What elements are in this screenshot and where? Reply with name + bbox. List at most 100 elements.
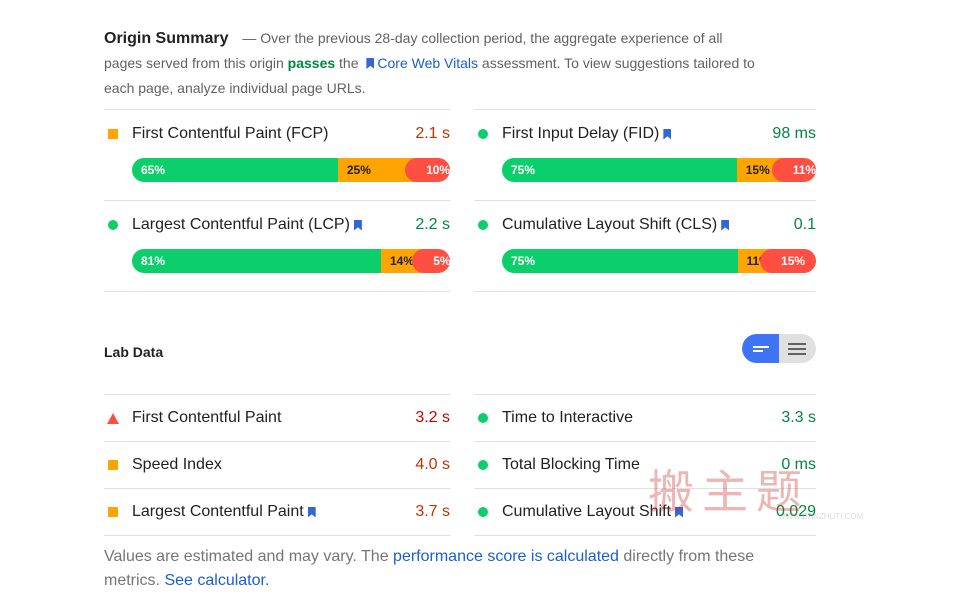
rating-icon bbox=[478, 220, 488, 230]
segment-label: 15% bbox=[745, 163, 770, 177]
metric-value: 0 ms bbox=[781, 456, 816, 473]
rating-icon bbox=[478, 129, 488, 139]
field-metric: First Input Delay (FID) 98 ms 75% 15% 11% bbox=[474, 109, 816, 200]
distribution-segment: 81% bbox=[132, 249, 381, 273]
toggle-descriptions[interactable] bbox=[779, 334, 816, 363]
metric-row: Cumulative Layout Shift (CLS) 0.1 bbox=[474, 214, 816, 236]
rating-icon bbox=[108, 220, 118, 230]
distribution-segment: 65% bbox=[132, 158, 338, 182]
metric-row: Cumulative Layout Shift 0.029 bbox=[474, 501, 816, 523]
distribution-segment: 75% bbox=[502, 158, 737, 182]
field-metric: First Contentful Paint (FCP) 2.1 s 65% 25% 1… bbox=[104, 109, 450, 200]
distribution-bar: 75% 11% 15% bbox=[502, 249, 816, 273]
metric-name: Largest Contentful Paint bbox=[132, 503, 304, 520]
metric-row: First Input Delay (FID) 98 ms bbox=[474, 123, 816, 145]
metric-value: 2.1 s bbox=[415, 125, 450, 142]
rating-icon bbox=[108, 129, 118, 139]
metric-value: 0.029 bbox=[775, 503, 816, 520]
segment-label: 5% bbox=[433, 254, 450, 268]
metric-row: Total Blocking Time 0 ms bbox=[474, 454, 816, 476]
metric-name: Time to Interactive bbox=[502, 409, 634, 426]
distribution-bar: 65% 25% 10% bbox=[132, 158, 450, 182]
metric-value: 4.0 s bbox=[415, 456, 450, 473]
distribution-segment: 11% bbox=[771, 158, 816, 182]
link-text: Core Web Vitals bbox=[377, 55, 479, 71]
distribution-bar: 75% 15% 11% bbox=[502, 158, 816, 182]
bookmark-icon bbox=[674, 506, 683, 518]
rating-icon bbox=[478, 460, 488, 470]
summary-text: — Over the previous 28-day collection pe… bbox=[104, 30, 723, 71]
score-link[interactable]: performance score is calculated bbox=[393, 548, 619, 565]
segment-label: 81% bbox=[141, 254, 166, 268]
bookmark-icon bbox=[353, 219, 362, 231]
section-title: Lab Data bbox=[104, 344, 164, 360]
segment-label: 14% bbox=[389, 254, 414, 268]
metric-value: 2.2 s bbox=[415, 216, 450, 233]
metric-value: 98 ms bbox=[772, 125, 816, 142]
rating-icon bbox=[478, 507, 488, 517]
metric-name: Largest Contentful Paint (LCP) bbox=[132, 216, 350, 233]
footer-note: Values are estimated and may vary. The p… bbox=[104, 545, 784, 593]
metric-row: First Contentful Paint (FCP) 2.1 s bbox=[104, 123, 450, 145]
metric-name: Total Blocking Time bbox=[502, 456, 640, 473]
metric-name: First Contentful Paint bbox=[132, 409, 282, 426]
lab-metrics: First Contentful Paint 3.2 s Time to Inter… bbox=[104, 394, 816, 536]
lab-metric: First Contentful Paint 3.2 s bbox=[104, 394, 450, 441]
bookmark-icon bbox=[663, 128, 672, 140]
metric-row: Speed Index 4.0 s bbox=[104, 454, 450, 476]
field-metric: Cumulative Layout Shift (CLS) 0.1 75% 11% 15… bbox=[474, 200, 816, 292]
metric-name: Speed Index bbox=[132, 456, 222, 473]
metric-row: Largest Contentful Paint (LCP) 2.2 s bbox=[104, 214, 450, 236]
view-toggle bbox=[742, 334, 816, 363]
lab-metric: Speed Index 4.0 s bbox=[104, 441, 450, 488]
distribution-segment: 15% bbox=[760, 249, 816, 273]
metric-row: Largest Contentful Paint 3.7 s bbox=[104, 501, 450, 523]
bookmark-icon bbox=[307, 506, 316, 518]
rating-icon bbox=[107, 412, 119, 424]
metric-row: First Contentful Paint 3.2 s bbox=[104, 407, 450, 429]
metric-value: 3.2 s bbox=[415, 409, 450, 426]
calculator-link[interactable]: See calculator. bbox=[164, 572, 270, 589]
toggle-summary[interactable] bbox=[742, 334, 779, 363]
distribution-segment: 75% bbox=[502, 249, 738, 273]
pass-status: passes bbox=[287, 55, 336, 71]
segment-label: 11% bbox=[792, 163, 816, 177]
section-title: Origin Summary bbox=[104, 30, 229, 47]
summary-text: the bbox=[339, 55, 359, 71]
metric-name: First Input Delay (FID) bbox=[502, 125, 660, 142]
lab-metric: Total Blocking Time 0 ms bbox=[474, 441, 816, 488]
segment-label: 75% bbox=[511, 163, 536, 177]
field-metric: Largest Contentful Paint (LCP) 2.2 s 81% 14… bbox=[104, 200, 450, 292]
origin-summary: Origin Summary — Over the previous 28-da… bbox=[104, 26, 764, 101]
bookmark-icon bbox=[366, 58, 375, 69]
metric-name: Cumulative Layout Shift (CLS) bbox=[502, 216, 718, 233]
footer-text: Values are estimated and may vary. The bbox=[104, 548, 389, 565]
segment-label: 15% bbox=[781, 254, 806, 268]
bookmark-icon bbox=[721, 219, 730, 231]
cwv-link[interactable]: Core Web Vitals bbox=[362, 55, 478, 71]
rating-icon bbox=[108, 507, 118, 517]
summary-text: assessment. To view suggestions tailored… bbox=[104, 55, 755, 96]
rating-icon bbox=[478, 413, 488, 423]
metric-row: Time to Interactive 3.3 s bbox=[474, 407, 816, 429]
metric-value: 3.3 s bbox=[781, 409, 816, 426]
distribution-segment: 5% bbox=[412, 249, 450, 273]
distribution-bar: 81% 14% 5% bbox=[132, 249, 450, 273]
metric-name: First Contentful Paint (FCP) bbox=[132, 125, 329, 142]
distribution-segment: 25% bbox=[337, 158, 418, 182]
segment-label: 75% bbox=[511, 254, 536, 268]
segment-label: 10% bbox=[426, 163, 450, 177]
segment-label: 65% bbox=[141, 163, 166, 177]
lab-metric: Cumulative Layout Shift 0.029 bbox=[474, 488, 816, 536]
lab-metric: Time to Interactive 3.3 s bbox=[474, 394, 816, 441]
rating-icon bbox=[108, 460, 118, 470]
footer-text: directly from these metrics. bbox=[104, 548, 755, 589]
field-metrics: First Contentful Paint (FCP) 2.1 s 65% 25% 1… bbox=[104, 109, 816, 292]
distribution-segment: 10% bbox=[405, 158, 450, 182]
metric-value: 3.7 s bbox=[415, 503, 450, 520]
metric-name: Cumulative Layout Shift bbox=[502, 503, 671, 520]
metric-value: 0.1 bbox=[793, 216, 816, 233]
lab-metric: Largest Contentful Paint 3.7 s bbox=[104, 488, 450, 536]
